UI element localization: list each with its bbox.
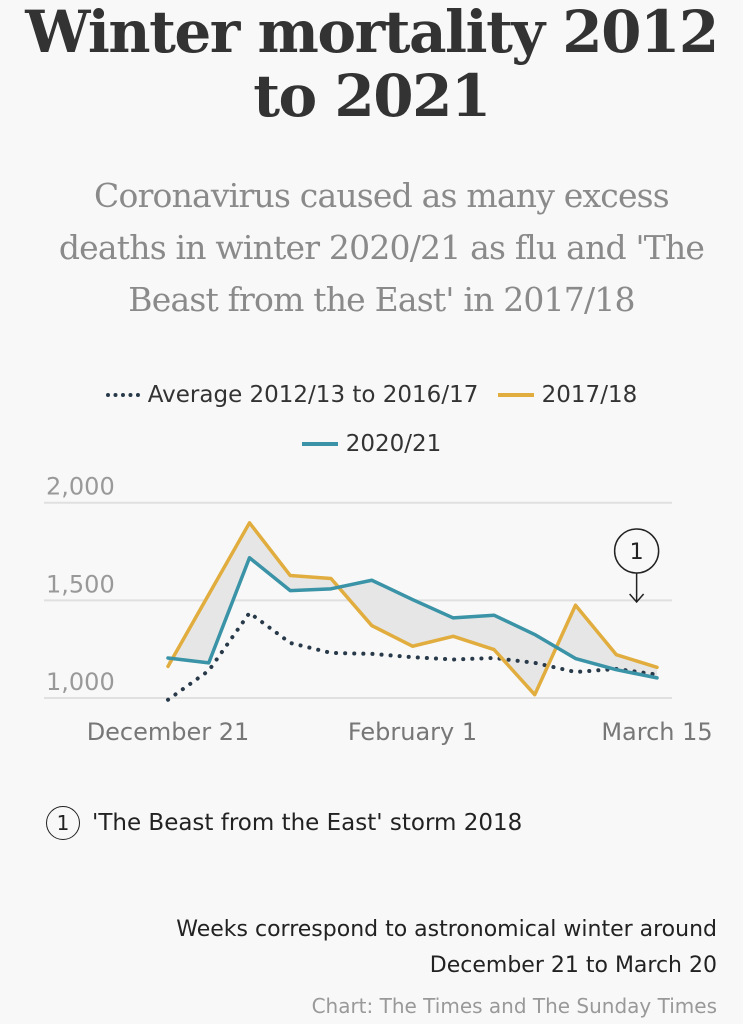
orange-line-swatch [497,393,534,397]
y-tick-label: 1,000 [46,668,115,696]
legend: Average 2012/13 to 2016/17 2017/18 2020/… [40,368,703,466]
legend-item-2017-18: 2017/18 [497,373,638,417]
annotation-text: 'The Beast from the East' storm 2018 [92,810,523,836]
arrow-down-icon [629,593,645,604]
footnote-line: Weeks correspond to astronomical winter … [176,917,717,942]
legend-item-average: Average 2012/13 to 2016/17 [105,373,479,417]
footnote: Weeks correspond to astronomical winter … [57,912,717,984]
line-chart: 1,000 1,500 2,000 December 21 February 1 Marc… [44,473,713,746]
dotted-line-swatch [105,393,140,397]
chart-title: Winter mortality 2012 to 2021 [25,0,719,130]
legend-label: 2017/18 [541,382,638,408]
chart-subtitle: Coronavirus caused as many excess deaths… [58,176,705,319]
legend-item-2020-21: 2020/21 [301,422,442,466]
footnote-line: December 21 to March 20 [429,953,717,978]
source-credit: Chart: The Times and The Sunday Times [311,994,717,1018]
x-tick-label: March 15 [601,718,712,746]
teal-line-swatch [301,442,338,446]
y-tick-label: 1,500 [46,570,115,598]
annotation-note: 1 'The Beast from the East' storm 2018 [46,806,522,840]
x-tick-label: December 21 [87,718,250,746]
y-tick-label: 2,000 [46,473,115,501]
shaded-difference-area [168,522,657,695]
legend-label: 2020/21 [345,431,442,457]
legend-label: Average 2012/13 to 2016/17 [147,382,479,408]
x-tick-label: February 1 [348,718,477,746]
annotation-marker-label: 1 [630,540,644,565]
annotation-marker: 1 [46,806,80,840]
